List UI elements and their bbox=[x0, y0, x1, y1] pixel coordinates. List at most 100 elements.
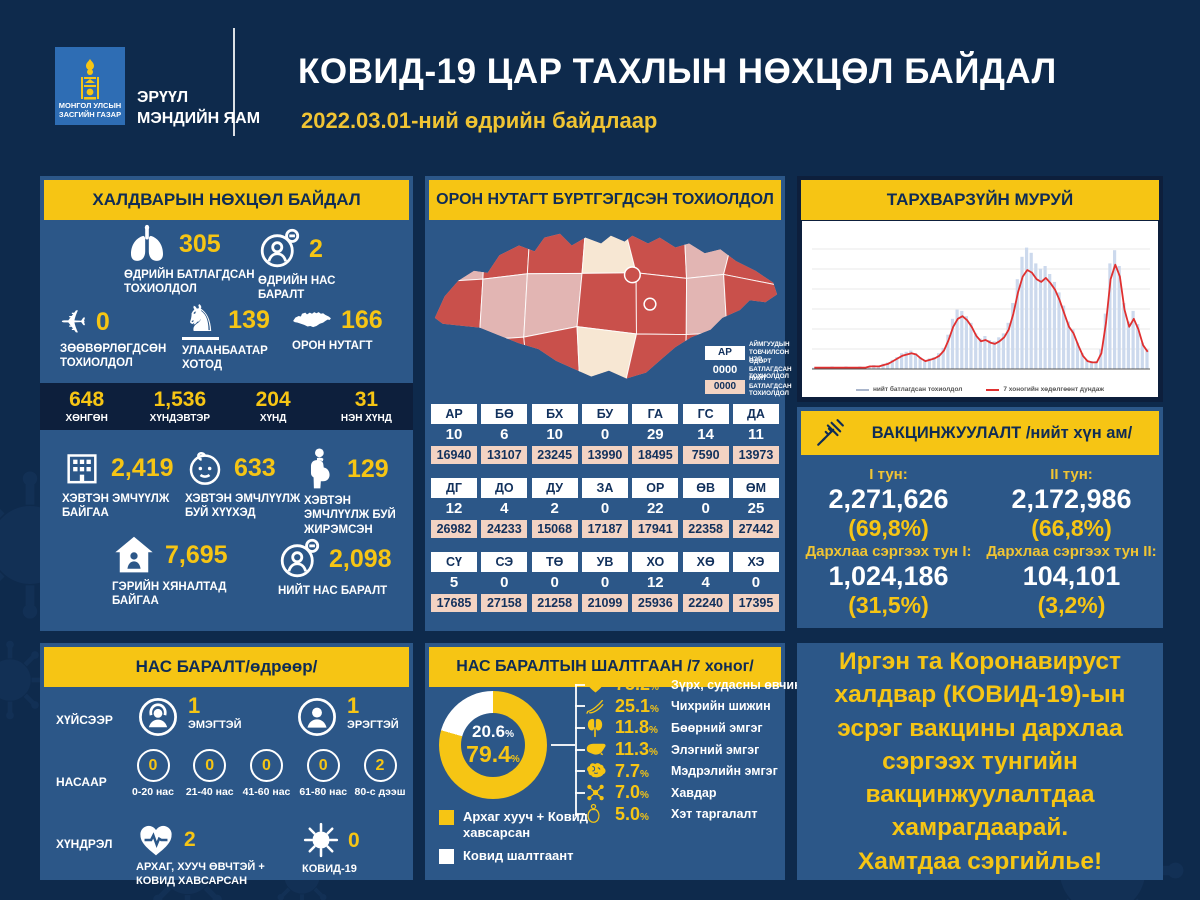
severity-label: НЭН ХҮНД bbox=[340, 412, 392, 424]
brain-icon bbox=[587, 763, 606, 778]
age-group-label: 0-20 нас bbox=[132, 786, 174, 798]
stat-label: УЛААНБААТАР ХОТОД bbox=[182, 345, 268, 372]
bracket-stub bbox=[575, 726, 585, 729]
plane-icon: ✈ bbox=[60, 303, 87, 341]
by-age-label: НАСААР bbox=[56, 775, 107, 789]
psa-message: Иргэн та Коронавируст халдвар (КОВИД-19)… bbox=[834, 647, 1126, 875]
stat-imported: ✈ 0 ЗӨӨВӨРЛӨГДСӨН ТОХИОЛДОЛ bbox=[60, 303, 190, 371]
region-total-cases: 13107 bbox=[481, 446, 528, 464]
stat-label: НИЙТ НАС БАРАЛТ bbox=[278, 585, 388, 597]
regions-panel-title: ОРОН НУТАГТ БҮРТГЭГДСЭН ТОХИОЛДОЛ bbox=[429, 180, 781, 220]
stat-value: 305 bbox=[179, 229, 221, 258]
vaccination-title: ВАКЦИНЖУУЛАЛТ /нийт хүн ам/ bbox=[871, 423, 1133, 442]
legend-total-sample: 0000 bbox=[705, 379, 745, 394]
mongolia-map-svg bbox=[434, 233, 778, 379]
dose-label: II тун: bbox=[1050, 465, 1093, 483]
death-causes-list: 75.2% Зүрх, судасны өвчин 25.1% Чихрийн … bbox=[575, 674, 802, 825]
logo-line1: МОНГОЛ УЛСЫН bbox=[58, 100, 122, 110]
epi-curve-svg bbox=[812, 247, 1150, 370]
vaccination-stat: I тун: 2,271,626 (69,8%) bbox=[797, 465, 980, 543]
daily-deaths-title: НАС БАРАЛТ/өдрөөр/ bbox=[44, 647, 409, 687]
region-total-cases: 17395 bbox=[732, 594, 779, 612]
map-legend: АР АЙМГУУДЫН ТОВЧИЛСОН НЭР 0000 ӨДӨРТ БА… bbox=[705, 341, 792, 397]
legend-label: Ковид шалтгаант bbox=[463, 848, 574, 863]
stat-label: ХЭВТЭН ЭМЧЛҮҮЛЖ БУЙ ХҮҮХЭД bbox=[185, 493, 301, 520]
region-daily-cases: 25 bbox=[747, 500, 765, 517]
regions-table: АР 10 16940 БӨ 6 13107 БХ 10 23245 БУ 0 … bbox=[431, 404, 779, 626]
cause-percent: 7.7% bbox=[615, 760, 649, 781]
region-cell: БӨ 6 13107 bbox=[481, 404, 528, 464]
legend-text: нийт батлагдсан тохиолдол bbox=[872, 386, 963, 393]
region-code: ДУ bbox=[531, 478, 578, 498]
age-group-count: 0 bbox=[250, 749, 283, 782]
severity-label: ХӨНГӨН bbox=[65, 412, 108, 424]
region-total-cases: 23245 bbox=[531, 446, 578, 464]
dose-count: 2,172,986 bbox=[1011, 483, 1132, 514]
stat-home-care: 7,695 ГЭРИЙН ХЯНАЛТАД БАЙГАА bbox=[112, 534, 252, 609]
legend-dash-bars bbox=[855, 388, 869, 391]
home-care-icon bbox=[115, 536, 153, 573]
severity-strip: 648 ХӨНГӨН 1,536 ХҮНДЭВТЭР 204 ХҮНД 31 Н… bbox=[40, 383, 413, 430]
region-code: ДГ bbox=[431, 478, 477, 498]
region-code: ГА bbox=[632, 404, 679, 424]
daily-deaths-panel: НАС БАРАЛТ/өдрөөр/ ХҮЙСЭЭР НАСААР ХҮНДРЭ… bbox=[40, 643, 413, 887]
severity-value: 1,536 bbox=[153, 388, 207, 412]
age-group-label: 61-80 нас bbox=[299, 786, 348, 798]
region-cell: ДО 4 24233 bbox=[481, 478, 528, 538]
region-daily-cases: 2 bbox=[550, 500, 559, 517]
male-icon bbox=[298, 698, 336, 736]
region-code: СЭ bbox=[481, 552, 528, 572]
region-cell: ГА 29 18495 bbox=[632, 404, 679, 464]
logo-text: МОНГОЛ УЛСЫН ЗАСГИЙН ГАЗАР bbox=[59, 101, 121, 121]
page-subtitle: 2022.03.01-ний өдрийн байдлаар bbox=[301, 108, 658, 133]
stat-label: ӨДРИЙН БАТЛАГДСАН ТОХИОЛДОЛ bbox=[124, 269, 255, 296]
region-daily-cases: 0 bbox=[500, 574, 509, 591]
region-code: ХЭ bbox=[732, 552, 779, 572]
obesity-icon bbox=[587, 803, 600, 823]
region-total-cases: 18495 bbox=[632, 446, 679, 464]
region-total-cases: 25936 bbox=[632, 594, 679, 612]
region-cell: ГС 14 7590 bbox=[682, 404, 729, 464]
by-complication-label: ХҮНДРЭЛ bbox=[56, 837, 113, 851]
severity-item: 1,536 ХҮНДЭВТЭР bbox=[133, 383, 226, 430]
stat-value: 129 bbox=[347, 454, 389, 483]
female-deaths: 1 ЭМЭГТЭЙ bbox=[136, 695, 242, 739]
regions-table-row: ДГ 12 26982 ДО 4 24233 ДУ 2 15068 ЗА 0 1… bbox=[431, 478, 779, 538]
chronic-covid-percent: 79.4% bbox=[466, 740, 520, 767]
pregnant-icon bbox=[310, 448, 330, 489]
region-cell: СЭ 0 27158 bbox=[481, 552, 528, 612]
region-code: ХӨ bbox=[682, 552, 729, 572]
female-icon bbox=[139, 698, 177, 736]
bracket-stub bbox=[575, 705, 585, 708]
age-group-label: 21-40 нас bbox=[185, 786, 234, 798]
cause-percent: 25.1% bbox=[615, 695, 659, 716]
bracket-stub bbox=[575, 813, 585, 816]
region-daily-cases: 0 bbox=[701, 500, 710, 517]
covid-only-deaths: 0 КОВИД-19 bbox=[302, 821, 402, 877]
age-group-item: 0 61-80 нас bbox=[296, 749, 350, 799]
legend-label: АЙМГУУДЫН ТОВЧИЛСОН НЭР bbox=[749, 341, 790, 364]
male-label: ЭРЭГТЭЙ bbox=[347, 719, 399, 731]
stat-label: ХЭВТЭН ЭМЧЛҮҮЛЖ БУЙ ЖИРЭМСЭН bbox=[304, 495, 396, 536]
male-deaths: 1 ЭРЭГТЭЙ bbox=[295, 695, 399, 739]
epi-chart-area: нийт батлагдсан тохиолдол 7 хоногийн хөд… bbox=[802, 221, 1158, 397]
dose-label: Дархлаа сэргээх тун II: bbox=[986, 543, 1157, 561]
region-cell: БУ 0 13990 bbox=[581, 404, 628, 464]
donut-legend-covid: Ковид шалтгаант bbox=[439, 848, 574, 864]
age-group-count: 0 bbox=[306, 749, 340, 782]
region-daily-cases: 6 bbox=[500, 426, 509, 443]
stat-children: 633 ХЭВТЭН ЭМЧЛҮҮЛЖ БУЙ ХҮҮХЭД bbox=[185, 448, 303, 521]
region-cell: ДА 11 13973 bbox=[732, 404, 779, 464]
severity-value: 648 bbox=[69, 388, 105, 412]
cause-label: Хэт таргалалт bbox=[671, 807, 758, 822]
legend-text: 7 хоногийн хөдөлгөөнт дундаж bbox=[1003, 386, 1105, 393]
stat-label: ЗӨӨВӨРЛӨГДСӨН ТОХИОЛДОЛ bbox=[60, 343, 167, 370]
lungs-virus-icon bbox=[131, 224, 163, 261]
cause-label: Чихрийн шижин bbox=[671, 699, 771, 714]
cancer-cells-icon bbox=[587, 785, 604, 801]
region-daily-cases: 0 bbox=[550, 574, 559, 591]
covid-only-count: 0 bbox=[348, 828, 360, 852]
map-legend-row: 0000 ӨДӨРТ БАТЛАГДСАН ТОХИОЛДОЛ bbox=[705, 358, 792, 380]
region-daily-cases: 5 bbox=[449, 574, 459, 591]
severity-item: 648 ХӨНГӨН bbox=[40, 383, 133, 430]
